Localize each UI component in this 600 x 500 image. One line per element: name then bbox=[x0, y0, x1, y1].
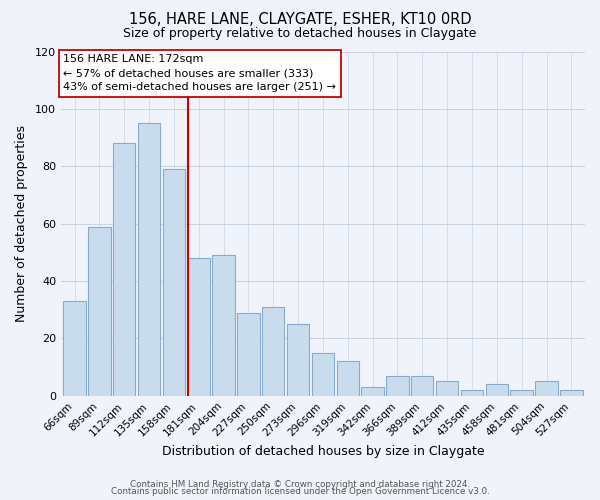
Bar bbox=[64, 301, 86, 396]
Text: 156 HARE LANE: 172sqm
← 57% of detached houses are smaller (333)
43% of semi-det: 156 HARE LANE: 172sqm ← 57% of detached … bbox=[64, 54, 336, 92]
Bar bbox=[237, 312, 260, 396]
Bar bbox=[287, 324, 310, 396]
Bar bbox=[113, 144, 136, 396]
Bar bbox=[560, 390, 583, 396]
Bar bbox=[163, 169, 185, 396]
Bar bbox=[312, 353, 334, 396]
Bar bbox=[262, 307, 284, 396]
Bar bbox=[411, 376, 433, 396]
Bar bbox=[511, 390, 533, 396]
Bar bbox=[386, 376, 409, 396]
Bar bbox=[138, 123, 160, 396]
X-axis label: Distribution of detached houses by size in Claygate: Distribution of detached houses by size … bbox=[161, 444, 484, 458]
Text: Contains HM Land Registry data © Crown copyright and database right 2024.: Contains HM Land Registry data © Crown c… bbox=[130, 480, 470, 489]
Text: Contains public sector information licensed under the Open Government Licence v3: Contains public sector information licen… bbox=[110, 488, 490, 496]
Bar bbox=[535, 382, 557, 396]
Bar bbox=[337, 362, 359, 396]
Bar bbox=[361, 387, 384, 396]
Bar bbox=[461, 390, 483, 396]
Text: Size of property relative to detached houses in Claygate: Size of property relative to detached ho… bbox=[124, 28, 476, 40]
Bar bbox=[188, 258, 210, 396]
Y-axis label: Number of detached properties: Number of detached properties bbox=[15, 125, 28, 322]
Bar bbox=[212, 255, 235, 396]
Text: 156, HARE LANE, CLAYGATE, ESHER, KT10 0RD: 156, HARE LANE, CLAYGATE, ESHER, KT10 0R… bbox=[128, 12, 472, 28]
Bar bbox=[436, 382, 458, 396]
Bar bbox=[485, 384, 508, 396]
Bar bbox=[88, 226, 110, 396]
